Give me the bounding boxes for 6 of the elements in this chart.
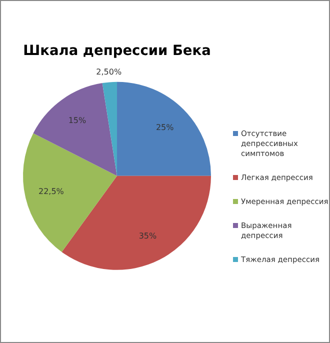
data-label: 35% — [138, 231, 158, 240]
data-label: 15% — [68, 116, 87, 126]
data-label: 25% — [156, 123, 174, 132]
chart-title: Шкала депрессии Бека — [23, 42, 211, 60]
data-label: 22,5% — [38, 186, 64, 196]
data-label: 2,50% — [96, 67, 122, 76]
